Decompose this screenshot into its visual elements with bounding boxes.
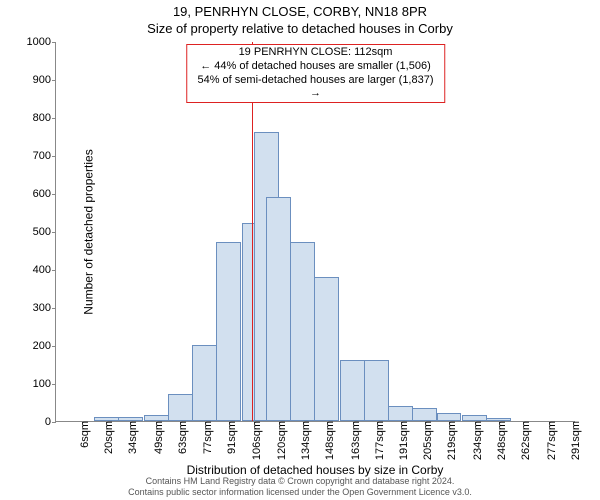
xtick-label: 120sqm: [270, 421, 288, 460]
ytick-label: 400: [33, 264, 56, 276]
xtick-label: 177sqm: [368, 421, 386, 460]
x-axis-label: Distribution of detached houses by size …: [55, 463, 575, 477]
histogram-bar: [388, 406, 413, 421]
histogram-bar: [168, 394, 193, 421]
xtick-label: 248sqm: [490, 421, 508, 460]
xtick-label: 77sqm: [196, 421, 214, 454]
ytick-label: 100: [33, 378, 56, 390]
ytick-label: 300: [33, 302, 56, 314]
ytick-label: 600: [33, 188, 56, 200]
xtick-label: 63sqm: [171, 421, 189, 454]
xtick-label: 234sqm: [466, 421, 484, 460]
annotation-line2: ← 44% of detached houses are smaller (1,…: [191, 60, 441, 74]
histogram-bar: [437, 413, 462, 421]
xtick-label: 106sqm: [245, 421, 263, 460]
histogram-bar: [266, 197, 291, 421]
annotation-line1: 19 PENRHYN CLOSE: 112sqm: [191, 46, 441, 60]
chart-title-line2: Size of property relative to detached ho…: [0, 21, 600, 36]
xtick-label: 91sqm: [220, 421, 238, 454]
xtick-label: 34sqm: [121, 421, 139, 454]
xtick-label: 262sqm: [514, 421, 532, 460]
histogram-bar: [364, 360, 389, 421]
xtick-label: 277sqm: [540, 421, 558, 460]
histogram-bar: [216, 242, 241, 421]
xtick-label: 205sqm: [416, 421, 434, 460]
ytick-label: 700: [33, 150, 56, 162]
ytick-label: 900: [33, 74, 56, 86]
annotation-line3: 54% of semi-detached houses are larger (…: [191, 74, 441, 102]
xtick-label: 134sqm: [294, 421, 312, 460]
xtick-label: 49sqm: [147, 421, 165, 454]
ytick-label: 500: [33, 226, 56, 238]
ytick-label: 1000: [27, 36, 56, 48]
footer-attribution: Contains HM Land Registry data © Crown c…: [0, 476, 600, 498]
ytick-label: 0: [45, 416, 56, 428]
footer-line1: Contains HM Land Registry data © Crown c…: [0, 476, 600, 487]
xtick-label: 291sqm: [564, 421, 582, 460]
ytick-label: 800: [33, 112, 56, 124]
histogram-bar: [340, 360, 365, 421]
histogram-bar: [192, 345, 217, 421]
xtick-label: 163sqm: [344, 421, 362, 460]
histogram-bar: [412, 408, 437, 421]
xtick-label: 219sqm: [440, 421, 458, 460]
footer-line2: Contains public sector information licen…: [0, 487, 600, 498]
histogram-plot-area: 010020030040050060070080090010006sqm20sq…: [55, 42, 575, 422]
xtick-label: 191sqm: [392, 421, 410, 460]
annotation-box: 19 PENRHYN CLOSE: 112sqm ← 44% of detach…: [186, 44, 446, 103]
xtick-label: 20sqm: [97, 421, 115, 454]
histogram-bar: [314, 277, 339, 421]
histogram-bar: [290, 242, 315, 421]
xtick-label: 148sqm: [318, 421, 336, 460]
xtick-label: 6sqm: [73, 421, 91, 448]
ytick-label: 200: [33, 340, 56, 352]
chart-title-line1: 19, PENRHYN CLOSE, CORBY, NN18 8PR: [0, 4, 600, 19]
